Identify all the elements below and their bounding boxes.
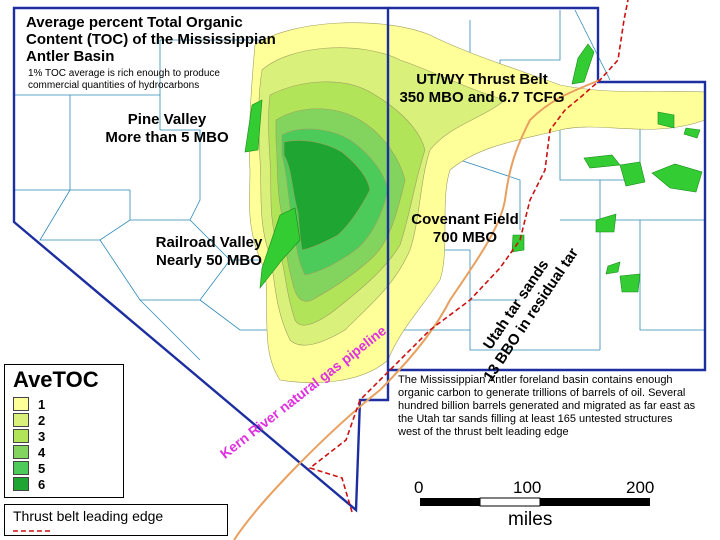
fields xyxy=(244,43,703,293)
basin-description: The Mississippian Antler foreland basin … xyxy=(398,374,696,438)
utah-boundary xyxy=(388,6,707,372)
legend-swatch xyxy=(13,445,29,459)
utah-field-8 xyxy=(619,273,641,293)
legend-value: 6 xyxy=(38,476,46,492)
legend-title: AveTOC xyxy=(13,367,99,392)
railroad-valley-field xyxy=(259,207,301,289)
scale-bar xyxy=(420,497,650,507)
map-subtitle: 1% TOC average is rich enough to produce… xyxy=(28,68,220,91)
toc-contour-6 xyxy=(283,140,371,251)
legend-value: 3 xyxy=(38,428,46,444)
scale-unit: miles xyxy=(508,509,553,530)
legend-swatch xyxy=(13,477,29,491)
thrust-legend: Thrust belt leading edge xyxy=(4,504,228,536)
legend-value: 5 xyxy=(38,460,46,476)
pipeline-route xyxy=(233,79,601,540)
utah-field-1 xyxy=(657,111,675,129)
utah-field-7 xyxy=(605,261,621,275)
legend-item: 5 xyxy=(13,460,46,476)
legend-swatch xyxy=(13,429,29,443)
ut-wy-thrust-label: UT/WY Thrust Belt 350 MBO and 6.7 TCFG xyxy=(399,71,565,106)
legend-item: 3 xyxy=(13,428,46,444)
covenant-field-label: Covenant Field 700 MBO xyxy=(411,211,519,246)
utah-field-2 xyxy=(683,127,701,139)
thrust-field-1 xyxy=(571,43,595,85)
scale-tick-100: 100 xyxy=(513,478,542,497)
map-title: Average percent Total Organic Content (T… xyxy=(26,14,276,65)
scale-tick-0: 0 xyxy=(414,478,424,497)
pine-valley-label: Pine Valley More than 5 MBO xyxy=(105,111,229,146)
toc-legend: AveTOC 1 2 3 4 5 6 xyxy=(4,364,124,498)
railroad-valley-label: Railroad Valley Nearly 50 MBO xyxy=(155,234,263,269)
utah-field-3 xyxy=(583,154,621,169)
utah-field-4 xyxy=(619,161,646,187)
legend-swatch xyxy=(13,461,29,475)
toc-contours xyxy=(248,22,706,383)
scale-tick-200: 200 xyxy=(626,478,655,497)
legend-item: 6 xyxy=(13,476,46,492)
thrust-legend-label: Thrust belt leading edge xyxy=(13,508,164,524)
legend-item: 2 xyxy=(13,412,46,428)
legend-value: 2 xyxy=(38,412,46,428)
thrust-legend-symbol xyxy=(13,530,51,532)
pine-valley-field xyxy=(244,99,263,153)
legend-value: 1 xyxy=(38,396,46,412)
legend-swatch xyxy=(13,413,29,427)
legend-value: 4 xyxy=(38,444,46,460)
utah-field-5 xyxy=(651,163,703,193)
legend-item: 4 xyxy=(13,444,46,460)
legend-item: 1 xyxy=(13,396,46,412)
utah-field-6 xyxy=(595,213,617,233)
thrust-belt-line xyxy=(308,0,629,513)
legend-swatch xyxy=(13,397,29,411)
